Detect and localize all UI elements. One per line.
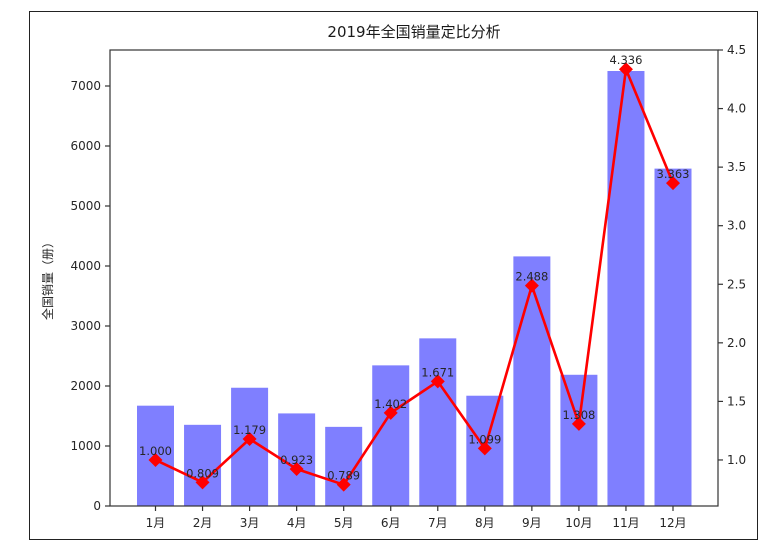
diamond-marker bbox=[195, 475, 210, 490]
x-tick-label: 11月 bbox=[612, 516, 639, 530]
y-tick-label: 1000 bbox=[70, 439, 101, 453]
axes: 0 1000 2000 3000 4000 5000 6000 7000 1.0 1.5 2.0 2.… bbox=[70, 43, 746, 530]
figure-frame bbox=[29, 11, 758, 540]
y-tick-label: 7000 bbox=[70, 79, 101, 93]
ratio-line bbox=[154, 67, 675, 486]
data-label: 0.923 bbox=[280, 453, 313, 467]
bar bbox=[184, 424, 222, 506]
data-label: 1.000 bbox=[139, 444, 172, 458]
data-label: 4.336 bbox=[609, 53, 642, 67]
x-tick-label: 7月 bbox=[428, 516, 448, 530]
x-tick-label: 8月 bbox=[475, 516, 495, 530]
data-label: 0.789 bbox=[327, 469, 360, 483]
y-tick-label: 0 bbox=[93, 499, 101, 513]
plot-area-border bbox=[109, 49, 719, 507]
y2-tick-label: 4.0 bbox=[727, 102, 746, 116]
y-tick-label: 2000 bbox=[70, 379, 101, 393]
diamond-marker bbox=[336, 477, 351, 492]
data-label: 1.402 bbox=[374, 397, 407, 411]
y2-tick-label: 1.5 bbox=[727, 394, 746, 408]
diamond-marker bbox=[289, 461, 304, 476]
data-label: 1.671 bbox=[421, 365, 454, 379]
x-tick-label: 6月 bbox=[381, 516, 401, 530]
diamond-marker bbox=[430, 374, 445, 389]
data-label: 0.809 bbox=[186, 466, 219, 480]
x-tick-label: 1月 bbox=[146, 516, 166, 530]
diamond-marker bbox=[383, 405, 398, 420]
bar bbox=[513, 256, 551, 506]
chart-title: 2019年全国销量定比分析 bbox=[327, 23, 500, 41]
y2-tick-label: 2.5 bbox=[727, 277, 746, 291]
diamond-marker bbox=[618, 62, 633, 77]
x-tick-label: 4月 bbox=[287, 516, 307, 530]
y2-tick-label: 3.0 bbox=[727, 219, 746, 233]
y-tick-label: 6000 bbox=[70, 139, 101, 153]
diamond-marker bbox=[242, 431, 257, 446]
diamond-marker bbox=[571, 416, 586, 431]
data-label: 1.308 bbox=[562, 408, 595, 422]
y-tick-label: 4000 bbox=[70, 259, 101, 273]
x-tick-label: 10月 bbox=[565, 516, 592, 530]
x-tick-label: 3月 bbox=[240, 516, 260, 530]
y2-tick-label: 4.5 bbox=[727, 43, 746, 57]
x-tick-label: 12月 bbox=[659, 516, 686, 530]
data-label: 2.488 bbox=[515, 270, 548, 284]
bar-series bbox=[137, 71, 692, 506]
y2-tick-label: 2.0 bbox=[727, 336, 746, 350]
bar bbox=[654, 168, 692, 506]
y-axis-label: 全国销量（册） bbox=[40, 236, 55, 320]
y2-tick-label: 3.5 bbox=[727, 160, 746, 174]
x-tick-label: 2月 bbox=[193, 516, 213, 530]
x-tick-label: 9月 bbox=[522, 516, 542, 530]
y-tick-label: 3000 bbox=[70, 319, 101, 333]
diamond-marker bbox=[524, 278, 539, 293]
diamond-marker bbox=[148, 452, 163, 467]
y2-tick-label: 1.0 bbox=[727, 453, 746, 467]
bar bbox=[419, 338, 457, 506]
bar bbox=[560, 374, 598, 506]
y-tick-label: 5000 bbox=[70, 199, 101, 213]
data-label: 3.363 bbox=[657, 167, 690, 181]
diamond-marker bbox=[666, 176, 680, 191]
diamond-marker bbox=[477, 441, 492, 456]
line-series: 1.000 0.809 1.179 0.923 0.789 1.402 1.671 1.099… bbox=[139, 53, 690, 492]
bar bbox=[607, 71, 645, 506]
x-tick-label: 5月 bbox=[334, 516, 354, 530]
data-label: 1.179 bbox=[233, 423, 266, 437]
bar bbox=[372, 365, 410, 506]
data-label: 1.099 bbox=[468, 432, 501, 446]
